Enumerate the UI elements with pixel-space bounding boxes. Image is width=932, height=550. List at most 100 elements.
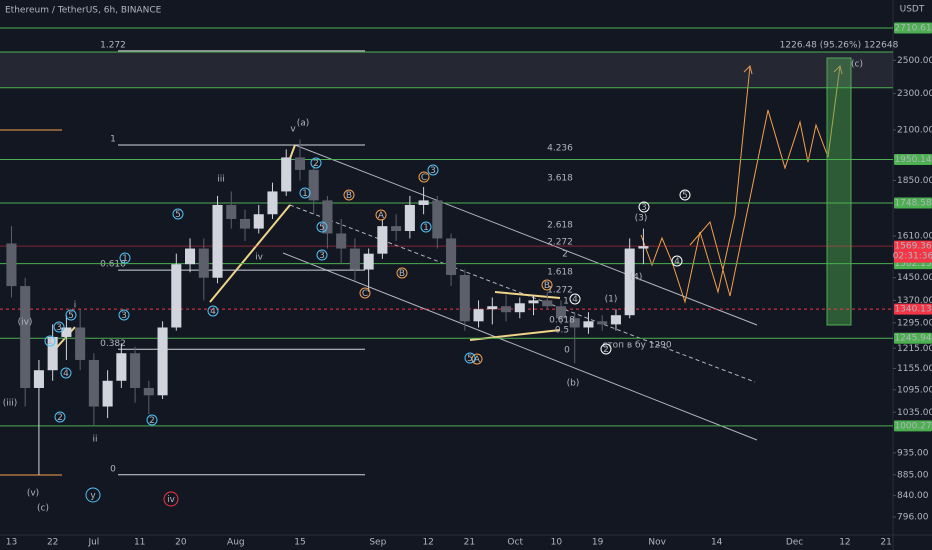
candle-body [130, 353, 141, 388]
price-tag [894, 22, 932, 34]
wave-label: 4 [210, 307, 216, 317]
y-tick-label: 796.00 [897, 513, 929, 523]
candle-body [308, 169, 319, 201]
wave-label: v [290, 125, 296, 135]
channel-line [294, 144, 758, 326]
wave-circle [541, 279, 553, 291]
fib-ext-label: 1.272 [547, 286, 573, 296]
projection-path [689, 65, 841, 297]
wave-label: 4 [63, 369, 69, 379]
chart-title: Ethereum / TetherUS, 6h, BINANCE [5, 6, 162, 16]
wave-label: iii [217, 175, 225, 185]
wave-circle [207, 305, 219, 317]
wave-circle [163, 491, 179, 507]
wave-label: (1) [605, 295, 618, 305]
wave-label: A [378, 211, 385, 221]
price-tag-label: 1502.15 [894, 259, 931, 269]
wave-circle [671, 255, 683, 267]
wave-label: 5 [319, 223, 325, 233]
y-tick-label: 1155.00 [897, 364, 932, 374]
candle-body [363, 253, 374, 270]
wave-circle [464, 352, 476, 364]
candle-body [143, 387, 154, 396]
candle-body [267, 191, 278, 215]
wave-circle [359, 287, 371, 299]
wave-label: 4 [572, 295, 578, 305]
price-tag [894, 303, 932, 315]
fib-ext-label: 1 [563, 297, 569, 307]
fib-ext-label: 1.618 [547, 268, 573, 278]
x-tick-label: 14 [711, 538, 723, 548]
price-tag [894, 153, 932, 165]
wave-circle [146, 414, 158, 426]
wave-label: 3 [430, 166, 436, 176]
wave-label: 2 [57, 413, 63, 423]
drawings [0, 57, 852, 476]
candle-body [638, 246, 649, 249]
wave-label: (b) [567, 379, 580, 389]
candle-body [624, 248, 635, 316]
wave-label: 3 [641, 203, 647, 213]
x-tick-label: 20 [175, 538, 187, 548]
candle-body [33, 370, 44, 388]
candle-body [432, 200, 443, 239]
wave-circle [679, 189, 691, 201]
candle-body [185, 248, 196, 265]
fib-ext-label: 0 [564, 346, 570, 356]
zone [0, 51, 893, 88]
currency: USDT [900, 5, 925, 15]
fib-ext-label: 2.272 [547, 238, 573, 248]
x-tick-label: 12 [422, 538, 433, 548]
wave-circle [427, 164, 439, 176]
price-tag [894, 240, 932, 263]
x-tick-label: 21 [880, 538, 891, 548]
x-tick-label: 12 [839, 538, 850, 548]
y-tick-label: 1215.00 [897, 344, 932, 354]
wave-circle [569, 293, 581, 305]
wave-circle [316, 221, 328, 233]
candle-body [514, 303, 525, 313]
candle-body [226, 204, 237, 219]
candle-body [418, 200, 429, 205]
candle-body [75, 327, 86, 360]
y-tick-label: 1850.00 [897, 176, 932, 186]
price-tag-label: 1569.36 [894, 242, 931, 252]
x-tick-label: 11 [134, 538, 145, 548]
countdown: 02:31:36 [893, 252, 932, 262]
candle-body [239, 218, 251, 229]
arrow-head [743, 65, 753, 75]
y-tick-label: 1035.00 [897, 408, 932, 418]
x-tick-label: 10 [551, 538, 563, 548]
wave-circle [118, 309, 130, 321]
wave-label: B [399, 269, 405, 279]
wave-label: (4) [630, 273, 643, 283]
x-tick-label: Aug [227, 538, 245, 548]
fib-ext-label: 4.236 [547, 144, 573, 154]
wave-circle [310, 157, 322, 169]
arrow-head [833, 65, 843, 75]
x-tick-label: 15 [294, 538, 305, 548]
wave-label: (3) [635, 214, 648, 224]
wave-label: 1 [302, 189, 308, 199]
candle-body [212, 204, 223, 278]
wave-label: y [90, 491, 96, 501]
note: 1226.48 (95.26%) 122648 [780, 41, 899, 51]
y-tick-label: 1370.00 [897, 296, 932, 306]
wave-circle [600, 343, 612, 355]
wave-label: 5 [68, 311, 74, 321]
price-tag-label: 1245.94 [894, 334, 931, 344]
wave-circle [420, 221, 432, 233]
candle-body [391, 226, 402, 232]
x-tick-label: 22 [47, 538, 58, 548]
wave-label: 3 [319, 251, 325, 261]
candle-body [404, 204, 415, 232]
fib-label: 0 [110, 464, 116, 474]
candle-body [349, 248, 360, 270]
candle-body [459, 274, 470, 322]
candle-body [171, 264, 182, 328]
wave-label: 5 [175, 210, 181, 220]
wave-label: (v) [27, 489, 39, 499]
price-tag-label: 2710.61 [894, 24, 931, 34]
y-tick-label: 1610.00 [897, 231, 932, 241]
fib-label: 0.382 [100, 339, 126, 349]
